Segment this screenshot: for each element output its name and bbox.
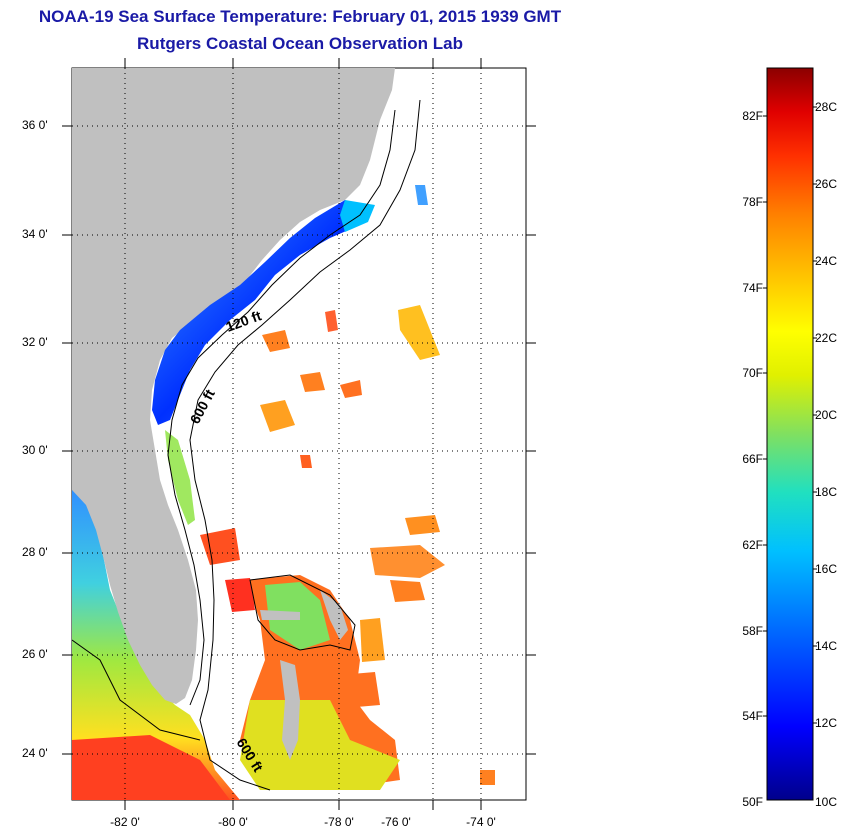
lon-label-74: -74 0' — [466, 815, 496, 829]
colorbar-label-58f: 58F — [742, 624, 763, 638]
coastal-cyan-patch — [340, 200, 375, 232]
colorbar-label-54f: 54F — [742, 709, 763, 723]
colorbar-label-20c: 20C — [815, 408, 838, 422]
lat-label-32: 32 0' — [22, 335, 48, 349]
colorbar-label-22c: 22C — [815, 331, 838, 345]
colorbar-label-74f: 74F — [742, 281, 763, 295]
colorbar-label-24c: 24C — [815, 254, 838, 268]
land-mass — [72, 68, 395, 704]
gulf-warm-band — [72, 735, 230, 800]
colorbar-label-82f: 82F — [742, 109, 763, 123]
bahamas-yellow — [240, 700, 400, 790]
andros-island — [280, 660, 300, 760]
lat-label-36: 36 0' — [22, 118, 48, 132]
lon-label-82: -82 0' — [110, 815, 140, 829]
grand-bahama — [260, 610, 300, 620]
map-title: NOAA-19 Sea Surface Temperature: Februar… — [38, 7, 562, 26]
bahamas-contour — [249, 574, 356, 651]
map-subtitle: Rutgers Coastal Ocean Observation Lab — [137, 34, 463, 53]
lat-label-24: 24 0' — [22, 746, 48, 760]
colorbar-label-66f: 66F — [742, 452, 763, 466]
lat-label-26: 26 0' — [22, 647, 48, 661]
lon-label-76: -76 0' — [381, 815, 411, 829]
lon-label-80: -80 0' — [218, 815, 248, 829]
colorbar-label-78f: 78F — [742, 195, 763, 209]
colorbar-label-28c: 28C — [815, 100, 838, 114]
gulf-contour — [72, 639, 201, 741]
lat-label-34: 34 0' — [22, 227, 48, 241]
abaco-island — [320, 590, 348, 640]
lon-label-78: -78 0' — [324, 815, 354, 829]
colorbar-label-62f: 62F — [742, 538, 763, 552]
map-grid — [72, 68, 526, 800]
depth-contour-600ft — [189, 99, 421, 791]
colorbar-label-18c: 18C — [815, 485, 838, 499]
colorbar-label-10c: 10C — [815, 795, 838, 809]
gulf-sst-field — [72, 490, 240, 800]
colorbar-label-16c: 16C — [815, 562, 838, 576]
colorbar-label-26c: 26C — [815, 177, 838, 191]
colorbar-ticks — [763, 106, 817, 724]
colorbar-label-70f: 70F — [742, 366, 763, 380]
depth-contour-120ft — [167, 109, 396, 706]
colorbar-label-12c: 12C — [815, 716, 838, 730]
lat-label-28: 28 0' — [22, 545, 48, 559]
colorbar-label-14c: 14C — [815, 639, 838, 653]
offshore-sst-patches — [200, 185, 495, 785]
florida-coastal-green — [165, 430, 195, 525]
axis-ticks — [62, 58, 536, 810]
colorbar — [766, 67, 814, 801]
lat-label-30: 30 0' — [22, 443, 48, 457]
colorbar-label-50f: 50F — [742, 795, 763, 809]
